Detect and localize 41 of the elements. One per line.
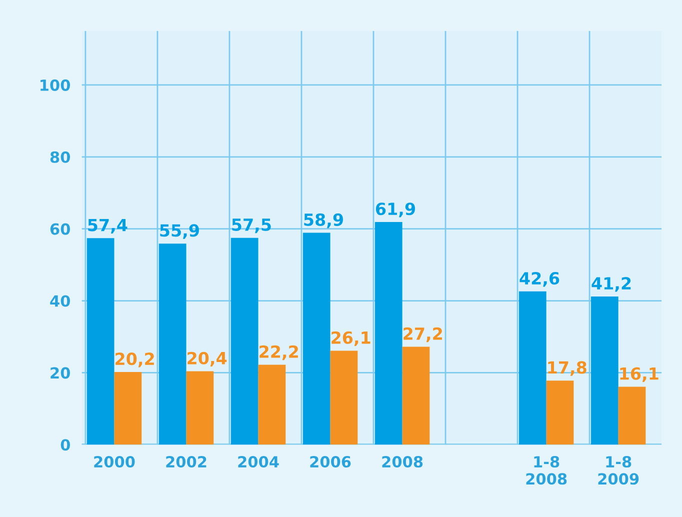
y-tick-label: 40 (50, 295, 70, 307)
data-label: 57,4 (88, 218, 128, 234)
x-tick-label: 2002 (166, 456, 206, 468)
y-tick-label: 80 (50, 151, 70, 163)
bar (546, 380, 574, 445)
data-label: 17,8 (548, 361, 586, 376)
data-label: 61,9 (376, 202, 415, 218)
bar (402, 346, 430, 445)
bar (618, 386, 646, 445)
data-label: 27,2 (404, 327, 442, 342)
bar (158, 244, 186, 445)
data-label: 16,1 (620, 367, 658, 382)
data-label: 41,2 (592, 277, 631, 292)
y-tick-label: 20 (50, 367, 70, 379)
data-label: 20,4 (188, 352, 227, 367)
data-label: 58,9 (304, 213, 343, 228)
x-tick-label: 2006 (310, 456, 351, 468)
data-label: 55,9 (160, 224, 199, 239)
bar (230, 238, 258, 445)
bar (258, 364, 286, 445)
data-label: 22,2 (260, 345, 298, 360)
bar (86, 238, 114, 445)
data-label: 42,6 (520, 272, 560, 287)
bar (590, 296, 618, 445)
bar (374, 222, 402, 445)
y-tick-label: 60 (50, 223, 70, 235)
x-tick-label: 1-8 2008 (526, 456, 567, 485)
data-label: 20,2 (116, 352, 154, 368)
y-tick-label: 0 (60, 439, 70, 451)
bar (518, 291, 546, 445)
bar (186, 371, 214, 445)
data-label: 57,5 (232, 218, 271, 234)
x-tick-label: 2008 (382, 456, 423, 468)
bar (114, 372, 142, 445)
y-tick-label: 100 (40, 79, 70, 91)
bar (330, 350, 358, 445)
x-tick-label: 1-8 2009 (598, 456, 639, 485)
x-tick-label: 2004 (238, 456, 279, 468)
x-tick-label: 2000 (94, 456, 135, 468)
bar (302, 232, 330, 445)
data-label: 26,1 (332, 331, 370, 346)
